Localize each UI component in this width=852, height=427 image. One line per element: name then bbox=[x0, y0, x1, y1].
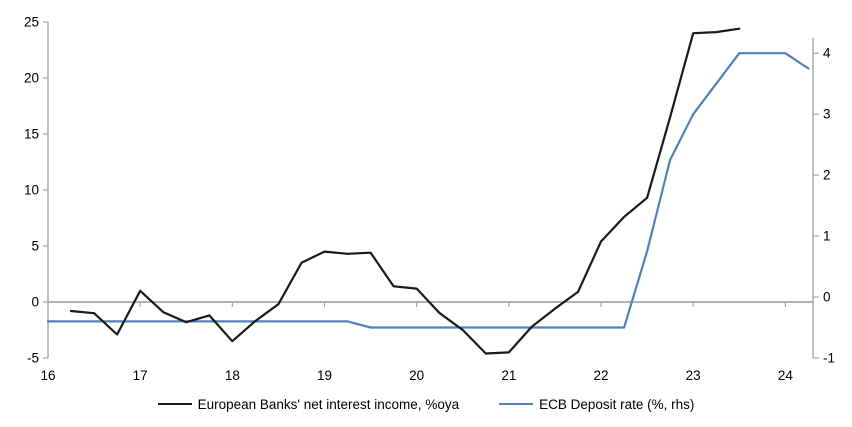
nii-line-sample-icon bbox=[157, 403, 192, 405]
svg-text:20: 20 bbox=[409, 368, 424, 383]
ecb-legend-label: ECB Deposit rate (%, rhs) bbox=[539, 396, 695, 412]
svg-text:1: 1 bbox=[823, 229, 831, 244]
svg-text:21: 21 bbox=[501, 368, 516, 383]
legend-item-ecb: ECB Deposit rate (%, rhs) bbox=[499, 397, 694, 412]
svg-text:2: 2 bbox=[823, 168, 831, 183]
svg-text:5: 5 bbox=[31, 239, 39, 254]
svg-text:17: 17 bbox=[133, 368, 148, 383]
svg-text:10: 10 bbox=[24, 183, 39, 198]
svg-text:22: 22 bbox=[593, 368, 608, 383]
svg-text:4: 4 bbox=[823, 46, 831, 61]
svg-text:15: 15 bbox=[24, 127, 39, 142]
ecb-line-sample-icon bbox=[499, 403, 534, 405]
svg-text:0: 0 bbox=[823, 290, 831, 305]
svg-text:24: 24 bbox=[778, 368, 794, 383]
nii-legend-label: European Banks' net interest income, %oy… bbox=[197, 396, 460, 412]
svg-text:25: 25 bbox=[24, 15, 39, 30]
legend-item-nii: European Banks' net interest income, %oy… bbox=[157, 396, 460, 412]
chart-legend: European Banks' net interest income, %oy… bbox=[0, 394, 852, 414]
svg-text:-5: -5 bbox=[27, 351, 39, 366]
svg-text:23: 23 bbox=[686, 368, 701, 383]
svg-text:-1: -1 bbox=[823, 351, 835, 366]
svg-text:20: 20 bbox=[24, 71, 39, 86]
svg-text:0: 0 bbox=[31, 295, 39, 310]
svg-text:19: 19 bbox=[317, 368, 332, 383]
svg-text:18: 18 bbox=[225, 368, 240, 383]
svg-text:3: 3 bbox=[823, 107, 831, 122]
svg-text:16: 16 bbox=[40, 368, 55, 383]
